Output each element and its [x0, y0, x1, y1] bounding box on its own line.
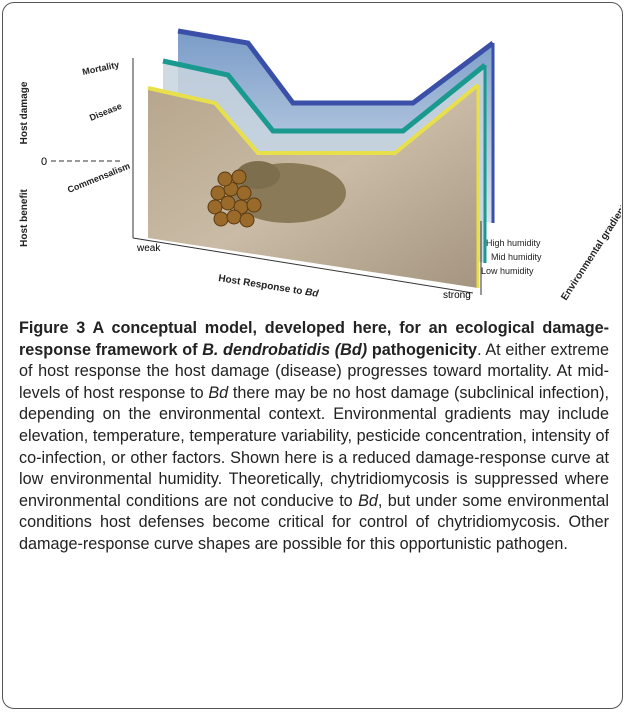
humidity-label: Mid humidity: [491, 252, 542, 262]
level-label: Disease: [88, 101, 123, 123]
level-label: Mortality: [81, 59, 120, 77]
x-end-label: weak: [136, 243, 161, 254]
caption-title: (Bd): [335, 341, 367, 359]
x-end-label: strong: [443, 290, 471, 301]
humidity-label: High humidity: [486, 238, 541, 248]
y-label-damage: Host damage: [19, 81, 30, 144]
y-label-benefit: Host benefit: [19, 188, 30, 246]
level-label: Commensalism: [66, 161, 131, 195]
caption-title: pathogenicity: [367, 341, 477, 359]
figure-illustration: Host damage Host benefit 0 Mortality Dis…: [3, 3, 621, 313]
humidity-label: Low humidity: [481, 266, 534, 276]
figure-frame: Host damage Host benefit 0 Mortality Dis…: [2, 2, 623, 709]
x-label: Host Response to Bd: [218, 273, 320, 300]
z-label: Environmental gradient: [559, 202, 621, 302]
zero-label: 0: [41, 156, 47, 168]
caption-body: Bd: [208, 384, 228, 402]
caption-body: Bd: [358, 492, 378, 510]
caption: Figure 3 A conceptual model, developed h…: [19, 318, 609, 556]
x-label-text: Bd: [304, 287, 320, 300]
caption-title: B. dendrobatidis: [202, 341, 335, 359]
x-label-text: Host Response to: [218, 273, 306, 298]
caption-text: Figure 3 A conceptual model, developed h…: [19, 318, 609, 556]
